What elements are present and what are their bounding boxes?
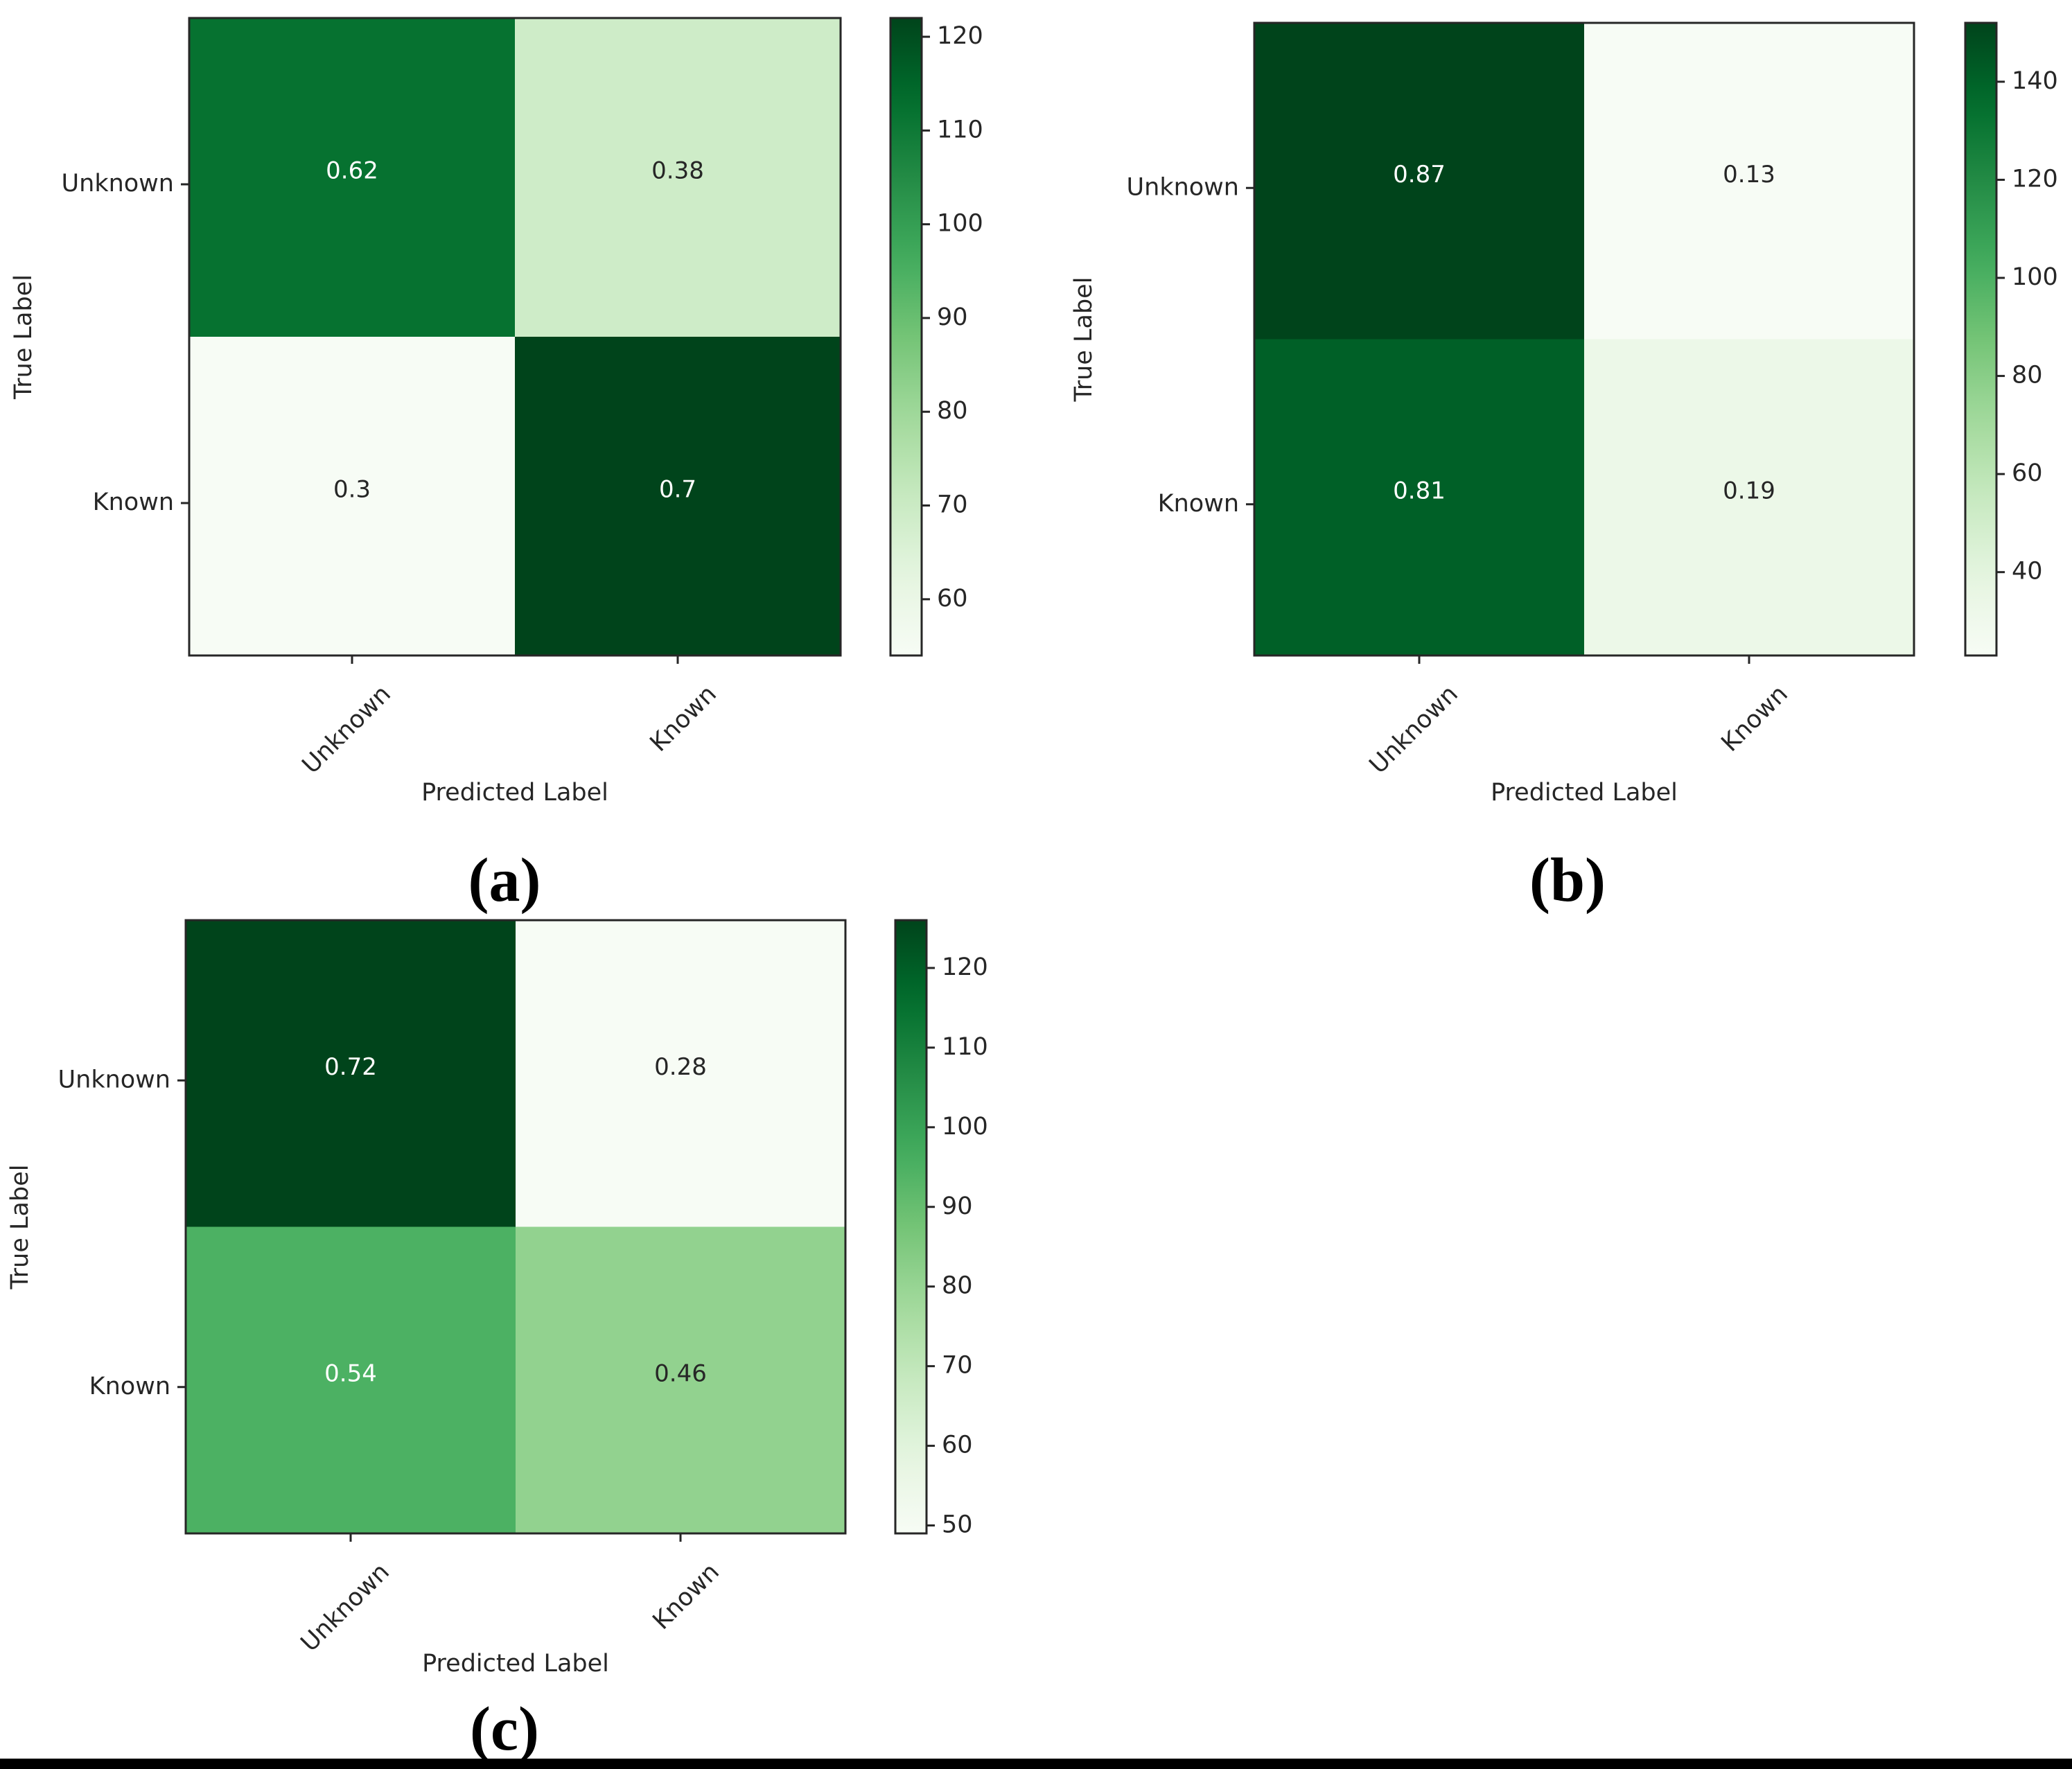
cell-value-label: 0.87 bbox=[1393, 161, 1446, 188]
cell-value-label: 0.7 bbox=[659, 476, 696, 504]
heatmap-cell bbox=[516, 1226, 845, 1533]
heatmap-cell bbox=[189, 337, 515, 655]
cell-value-label: 0.13 bbox=[1723, 161, 1775, 188]
colorbar-tick-label: 80 bbox=[937, 397, 968, 425]
heatmap-cell bbox=[1584, 23, 1914, 340]
bottom-rule bbox=[0, 1759, 2072, 1769]
x-axis-title: Predicted Label bbox=[421, 779, 608, 807]
panel-caption: (a) bbox=[468, 846, 541, 915]
colorbar-tick-label: 60 bbox=[937, 585, 968, 613]
plot-frame bbox=[188, 17, 842, 657]
colorbar-tick-label: 100 bbox=[2012, 263, 2058, 291]
y-tick-label: Known bbox=[1158, 490, 1239, 518]
y-tick-label: Known bbox=[93, 489, 174, 516]
colorbar-tick-label: 140 bbox=[2012, 67, 2058, 95]
y-tick-label: Unknown bbox=[58, 1066, 170, 1093]
colorbar-tick-label: 100 bbox=[942, 1113, 988, 1141]
cell-value-label: 0.72 bbox=[324, 1053, 377, 1081]
heatmap-cell bbox=[186, 1226, 516, 1533]
colorbar-tick-label: 60 bbox=[942, 1432, 973, 1459]
colorbar-tick-label: 100 bbox=[937, 210, 983, 238]
heatmap-cell bbox=[515, 337, 841, 655]
heatmap-cell bbox=[1254, 23, 1584, 340]
colorbar bbox=[894, 919, 928, 1535]
panels: 0.62 0.38 0.3 0.7 Unknown Known Unknown Known Pr… bbox=[6, 17, 2058, 1763]
cell-value-label: 0.38 bbox=[651, 157, 704, 185]
colorbar-tick-label: 120 bbox=[937, 22, 983, 50]
cell-value-label: 0.81 bbox=[1393, 477, 1446, 504]
y-axis-title: True Label bbox=[10, 274, 37, 400]
cell-value-label: 0.54 bbox=[324, 1359, 377, 1387]
plot-frame bbox=[184, 919, 847, 1535]
heatmap-cell bbox=[186, 920, 516, 1227]
cell-value-label: 0.19 bbox=[1723, 477, 1775, 504]
colorbar bbox=[1964, 21, 1998, 657]
colorbar-tick-label: 90 bbox=[942, 1192, 973, 1220]
x-axis-title: Predicted Label bbox=[1491, 779, 1678, 807]
heatmap-cell bbox=[515, 18, 841, 337]
heatmap-cell bbox=[1254, 339, 1584, 655]
cell-value-label: 0.62 bbox=[326, 157, 378, 185]
colorbar-tick-label: 40 bbox=[2012, 558, 2043, 586]
heatmap-cell bbox=[516, 920, 845, 1227]
colorbar-tick-label: 120 bbox=[942, 953, 988, 981]
colorbar-tick-label: 90 bbox=[937, 303, 968, 331]
y-axis-title: True Label bbox=[6, 1165, 34, 1290]
y-tick-label: Unknown bbox=[1127, 173, 1239, 201]
plot-frame bbox=[1253, 21, 1915, 657]
colorbar-tick-label: 70 bbox=[937, 491, 968, 519]
heatmap-cell bbox=[189, 18, 515, 337]
cell-value-label: 0.3 bbox=[333, 476, 371, 504]
cell-value-label: 0.46 bbox=[654, 1359, 707, 1387]
y-axis-title: True Label bbox=[1070, 277, 1098, 403]
colorbar-tick-label: 120 bbox=[2012, 165, 2058, 193]
y-tick-label: Unknown bbox=[62, 170, 174, 197]
y-tick-label: Known bbox=[89, 1373, 170, 1400]
cell-value-label: 0.28 bbox=[654, 1053, 707, 1081]
colorbar-tick-label: 110 bbox=[937, 116, 983, 143]
panel-caption: (b) bbox=[1529, 846, 1606, 915]
colorbar-tick-label: 80 bbox=[942, 1272, 973, 1300]
panel-caption: (c) bbox=[470, 1695, 539, 1763]
colorbar-tick-label: 60 bbox=[2012, 459, 2043, 487]
colorbar-tick-label: 50 bbox=[942, 1511, 973, 1539]
colorbar-tick-label: 80 bbox=[2012, 362, 2043, 389]
colorbar-tick-label: 110 bbox=[942, 1033, 988, 1061]
x-axis-title: Predicted Label bbox=[422, 1650, 609, 1678]
colorbar bbox=[889, 17, 923, 657]
heatmap-cell bbox=[1584, 339, 1914, 655]
colorbar-tick-label: 70 bbox=[942, 1352, 973, 1380]
